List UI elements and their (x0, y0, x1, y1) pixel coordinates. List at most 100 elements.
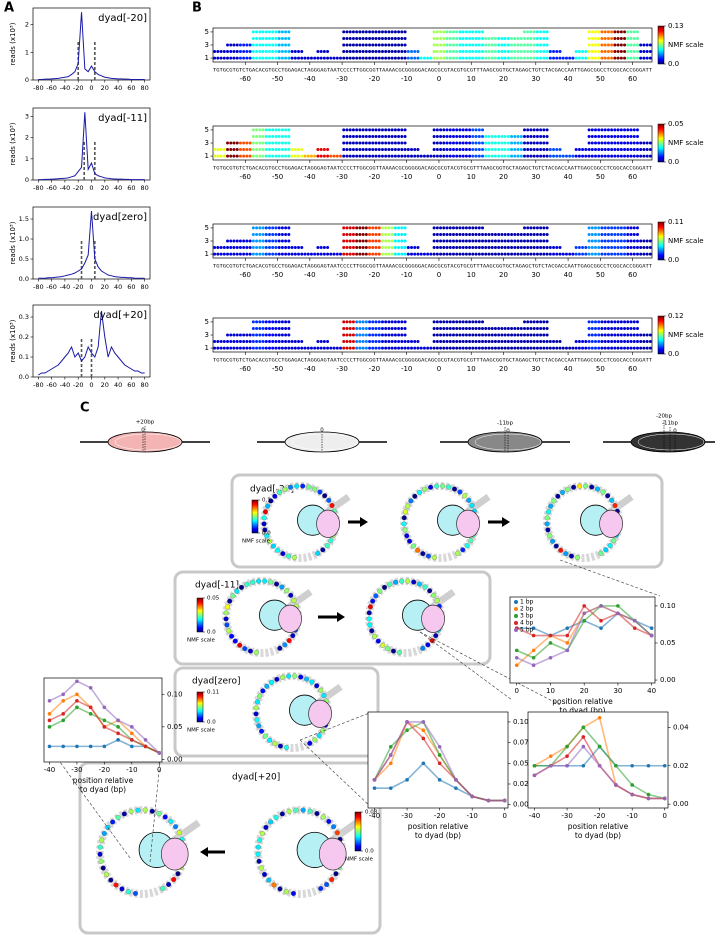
dot (271, 154, 275, 158)
dot (368, 148, 372, 152)
dot (477, 30, 481, 34)
dot (522, 252, 526, 256)
dot (600, 246, 604, 250)
dot (458, 56, 462, 60)
dot (368, 333, 372, 337)
dot (448, 226, 452, 230)
dot (648, 154, 652, 158)
dot (513, 232, 517, 236)
dot (274, 36, 278, 40)
colorbar-label: NMF scale (668, 41, 704, 49)
dot (358, 148, 362, 152)
dot (629, 50, 633, 54)
dot (635, 50, 639, 54)
dot (645, 56, 649, 60)
dot (535, 340, 539, 344)
dot (439, 333, 443, 337)
dot (603, 333, 607, 337)
dot (597, 246, 601, 250)
dot (561, 346, 565, 350)
dot (542, 141, 546, 145)
dot (377, 320, 381, 324)
dot (471, 50, 475, 54)
colorbar-tick-label: 0.0 (365, 849, 374, 855)
dot (216, 346, 220, 350)
dot (610, 30, 614, 34)
dot (284, 50, 288, 54)
dot (600, 239, 604, 243)
residue (176, 830, 182, 836)
dot (345, 340, 349, 344)
dot (584, 148, 588, 152)
dot (513, 252, 517, 256)
x-tick-label: 40 (114, 184, 122, 192)
dot (522, 226, 526, 230)
dot (277, 346, 281, 350)
dot (603, 340, 607, 344)
dot (552, 246, 556, 250)
residue (434, 597, 440, 604)
dot (355, 30, 359, 34)
dot-column (484, 134, 497, 158)
dot (545, 43, 549, 47)
dot (619, 333, 623, 337)
dot (232, 340, 236, 344)
dot (532, 340, 536, 344)
x-axis-label: to dyad (bp) (559, 706, 605, 715)
nucleosome-outline (114, 433, 182, 451)
dot (309, 252, 313, 256)
dot (629, 30, 633, 34)
dot (284, 232, 288, 236)
dot (348, 239, 352, 243)
x-tick-label: 80 (141, 283, 149, 291)
dot (529, 36, 533, 40)
dot (300, 148, 304, 152)
dot (267, 148, 271, 152)
dot (377, 232, 381, 236)
dot (461, 30, 465, 34)
residue (280, 551, 286, 557)
dot (242, 50, 246, 54)
dot (497, 43, 501, 47)
residue (160, 885, 166, 892)
dot (435, 252, 439, 256)
legend-label: 5 bp (520, 627, 534, 634)
dot-column (213, 340, 226, 350)
dot (432, 56, 436, 60)
dot (290, 56, 294, 60)
dot (445, 333, 449, 337)
dot (432, 141, 436, 145)
dot (232, 141, 236, 145)
dot (474, 36, 478, 40)
dot (448, 30, 452, 34)
dot (610, 134, 614, 138)
colorbar (196, 597, 204, 633)
dot (235, 148, 239, 152)
dot (635, 154, 639, 158)
dot (351, 239, 355, 243)
residue (377, 588, 383, 594)
dot (564, 154, 568, 158)
dot (632, 320, 636, 324)
residue (381, 584, 388, 590)
series-line (38, 210, 145, 279)
dot (481, 56, 485, 60)
dot (216, 246, 220, 250)
dot (597, 232, 601, 236)
x-tick-label: -60 (240, 173, 251, 181)
dot (258, 30, 262, 34)
dot (635, 43, 639, 47)
dot (364, 148, 368, 152)
dot (390, 30, 394, 34)
dot (535, 154, 539, 158)
structure-box (230, 473, 664, 569)
dot-column (548, 246, 562, 256)
dot (448, 134, 452, 138)
dot (606, 36, 610, 40)
dot-column (368, 128, 381, 158)
dot (635, 346, 639, 350)
dot (226, 43, 230, 47)
residue (369, 628, 375, 634)
dot (503, 346, 507, 350)
dot-column (406, 50, 420, 60)
